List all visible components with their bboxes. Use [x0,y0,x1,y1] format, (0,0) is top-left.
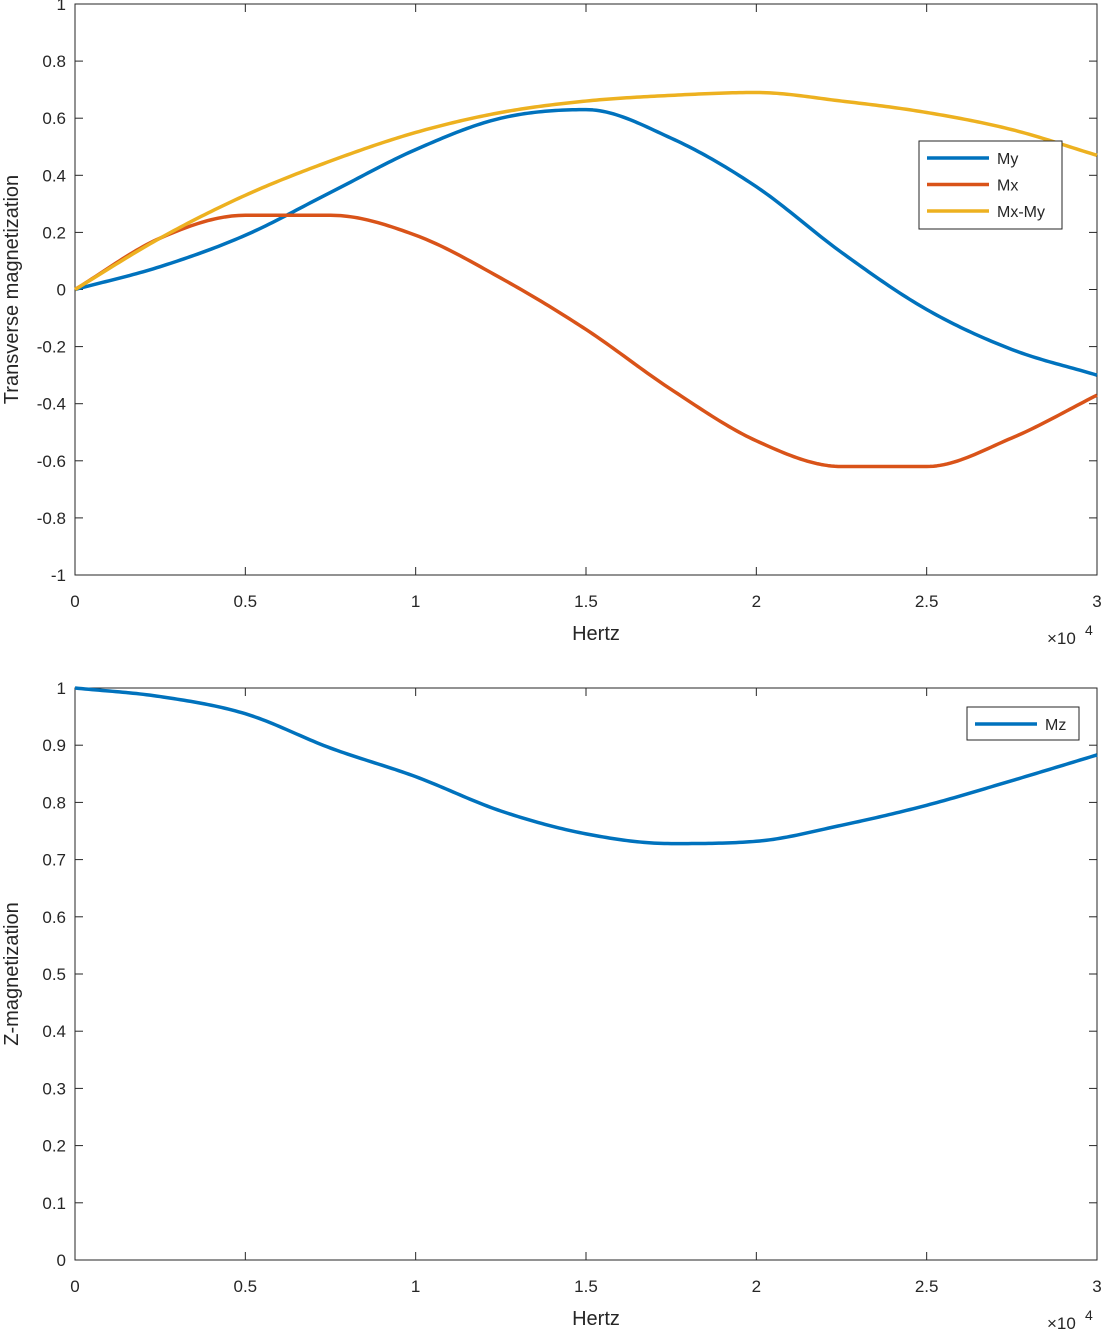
x-tick-label: 0.5 [234,1277,258,1296]
y-tick-label: 0 [57,1251,66,1270]
chart-2: 0 0.5 1 1.5 2 2.5 3 0 0.1 0.2 0.3 0.4 0.5 0.6 0.7 0.8 0.… [1,679,1102,1330]
y-tick-label: -1 [51,566,66,585]
x-multiplier-exponent: 4 [1085,622,1093,638]
y-tick-label: 0.3 [42,1079,66,1098]
x-multiplier-label: ×10 [1047,629,1076,648]
x-tick-label: 2 [752,1277,761,1296]
x-axis-title: Hertz [572,1308,620,1330]
x-tick-label: 3 [1092,1277,1101,1296]
legend-label: Mx-My [997,204,1045,221]
y-tick-label: 0.4 [42,1022,66,1041]
y-tick-label: 0.2 [42,223,66,242]
chart-1: 0 0.5 1 1.5 2 2.5 3 -1 -0.8 -0.6 -0.4 -0.2 0 0.2 0.4 0.… [1,0,1102,648]
legend: My Mx Mx-My [918,140,1063,230]
y-tick-label: 0.6 [42,109,66,128]
y-axis-title: Z-magnetization [1,902,23,1045]
x-tick-label: 1.5 [574,1277,598,1296]
x-multiplier-label: ×10 [1047,1314,1076,1330]
y-axis-title: Transverse magnetization [1,175,23,404]
x-tick-label: 2.5 [915,1277,939,1296]
y-tick-label: 0.1 [42,1194,66,1213]
x-tick-label: 3 [1092,592,1101,611]
legend-label: My [997,151,1018,168]
y-tick-label: 0.5 [42,965,66,984]
y-tick-label: 0.9 [42,736,66,755]
x-tick-label: 1 [411,592,420,611]
legend-label: Mz [1045,717,1066,734]
legend: Mz [966,706,1080,741]
x-tick-label: 2 [752,592,761,611]
series-line-my [74,107,1098,377]
y-tick-label: -0.4 [37,395,66,414]
y-tick-label: 0.4 [42,166,66,185]
series-line-mx [74,213,1098,469]
x-tick-label: 0.5 [234,592,258,611]
y-tick-label: 0.7 [42,851,66,870]
x-multiplier-exponent: 4 [1085,1307,1093,1323]
x-axis-title: Hertz [572,623,620,645]
y-tick-label: 0.6 [42,908,66,927]
plot-area [74,687,1098,1261]
y-tick-label: 1 [57,0,66,14]
legend-label: Mx [997,178,1018,195]
y-tick-label: 0.2 [42,1137,66,1156]
x-tick-label: 1 [411,1277,420,1296]
y-tick-label: 0 [57,281,66,300]
x-tick-label: 2.5 [915,592,939,611]
y-tick-label: 0.8 [42,52,66,71]
series-line-mx-my [74,90,1098,291]
x-tick-label: 0 [70,592,79,611]
x-tick-label: 1.5 [574,592,598,611]
y-tick-label: -0.8 [37,509,66,528]
series-line-mz [74,686,1098,846]
y-tick-label: 1 [57,679,66,698]
y-tick-label: -0.6 [37,452,66,471]
y-tick-label: 0.8 [42,793,66,812]
x-tick-label: 0 [70,1277,79,1296]
plot-area [74,3,1098,576]
y-tick-label: -0.2 [37,338,66,357]
